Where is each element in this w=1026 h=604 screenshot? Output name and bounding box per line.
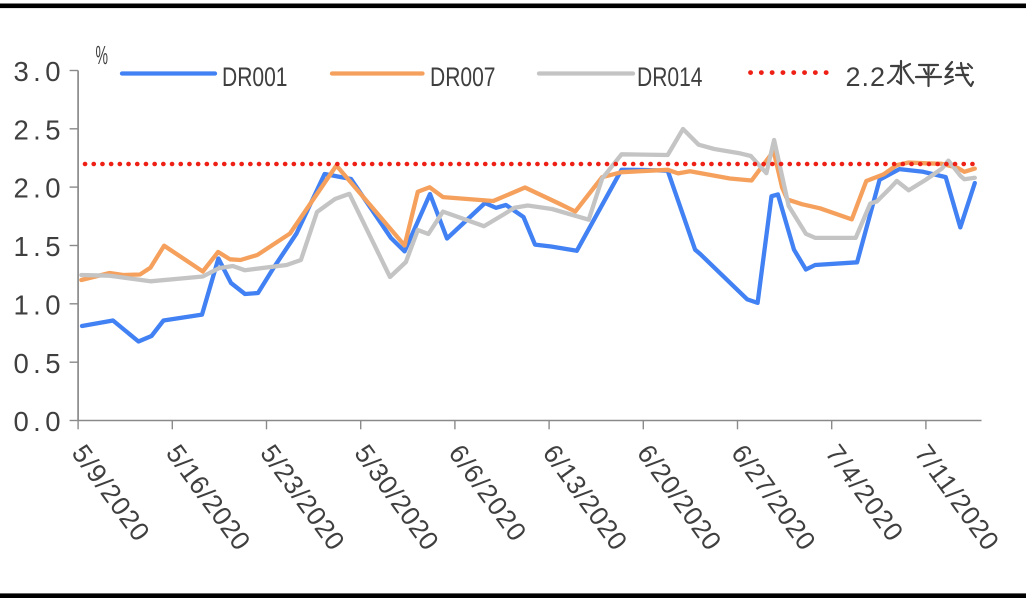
svg-text:DR001: DR001 [222, 62, 288, 92]
svg-text:0.0: 0.0 [14, 406, 61, 437]
svg-text:2.5: 2.5 [14, 114, 61, 145]
svg-text:DR007: DR007 [430, 62, 496, 92]
svg-text:1.5: 1.5 [14, 231, 61, 262]
svg-text:DR014: DR014 [637, 62, 703, 92]
svg-text:%: % [96, 42, 109, 70]
svg-text:2.2: 2.2 [846, 62, 886, 92]
svg-text:0.5: 0.5 [14, 348, 61, 379]
svg-text:3.0: 3.0 [14, 56, 61, 87]
svg-text:1.0: 1.0 [14, 289, 61, 320]
svg-text:2.0: 2.0 [14, 173, 61, 204]
